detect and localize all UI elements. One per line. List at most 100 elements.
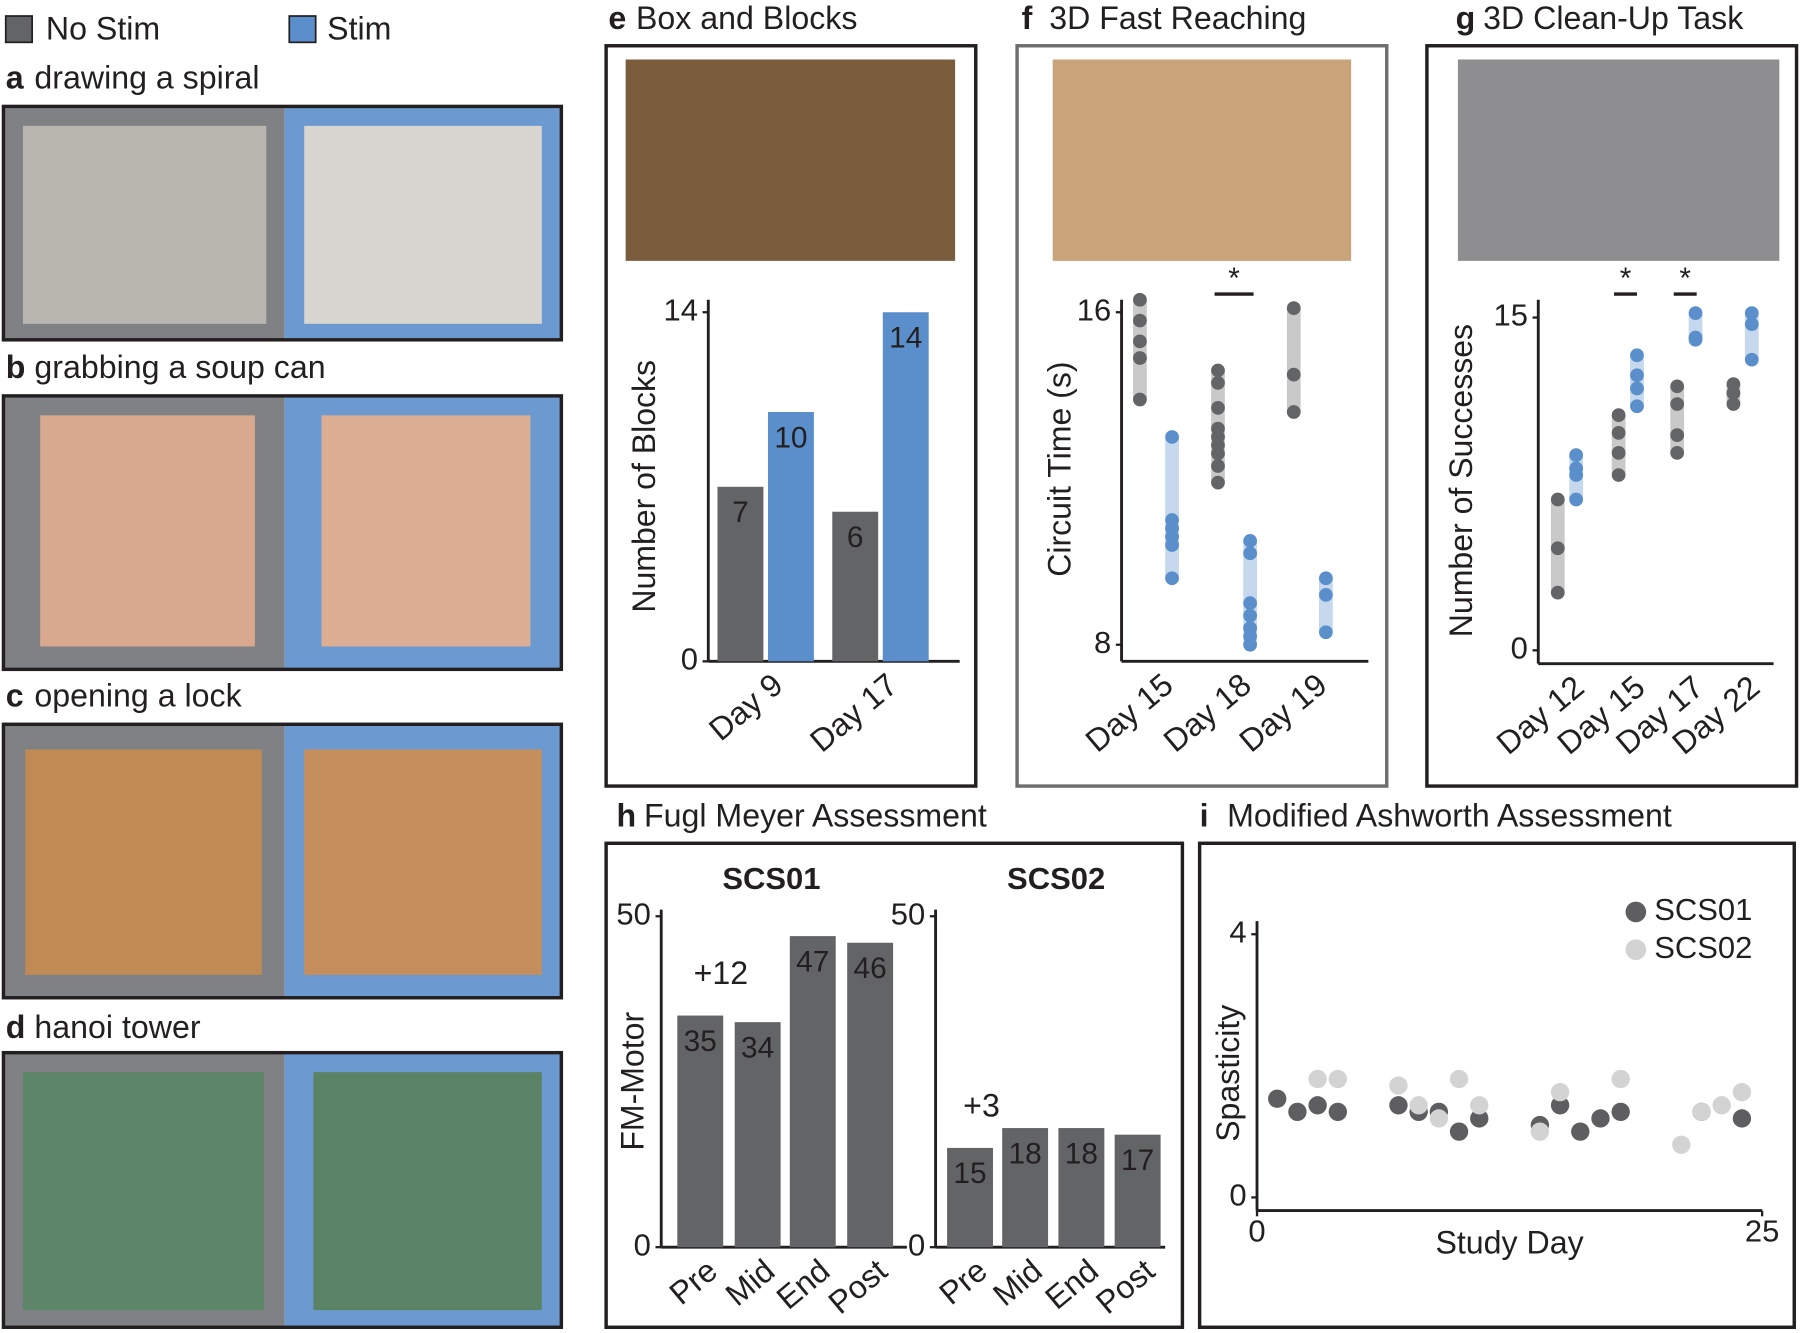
panel-title: drawing a spiral <box>34 60 259 96</box>
bar <box>1058 1128 1105 1248</box>
y-tick-label: 0 <box>681 642 698 677</box>
annotation: * <box>1620 262 1632 295</box>
point <box>1308 1069 1327 1089</box>
point <box>1688 332 1703 347</box>
x-tick-label: 25 <box>1745 1214 1779 1249</box>
legend-marker <box>1625 901 1647 923</box>
point <box>1744 317 1759 332</box>
photo <box>40 415 255 647</box>
x-tick-label: End <box>770 1252 837 1316</box>
point <box>1211 475 1225 490</box>
range-bar <box>1286 308 1301 412</box>
point <box>1732 1109 1752 1128</box>
point <box>1550 1096 1570 1115</box>
legend-label: SCS02 <box>1654 930 1752 965</box>
photo <box>1457 59 1780 261</box>
point <box>1611 408 1626 423</box>
x-tick-label: Pre <box>932 1252 993 1312</box>
panel-frame <box>1 722 564 1000</box>
point <box>1389 1096 1408 1115</box>
point <box>1328 1069 1348 1089</box>
point <box>1211 400 1225 415</box>
point <box>1286 301 1301 315</box>
value-label: 18 <box>1009 1137 1042 1170</box>
x-tick-label: Post <box>1089 1252 1161 1321</box>
x-tick-label: Day 17 <box>803 666 904 759</box>
y-axis-label: Number of Successes <box>1443 324 1479 637</box>
y-tick-label: 50 <box>616 896 650 931</box>
point <box>1449 1069 1469 1089</box>
point <box>1165 538 1179 552</box>
panel-frame <box>604 841 1185 1329</box>
point <box>1211 363 1225 378</box>
x-tick-label: Day 9 <box>702 666 789 747</box>
bar <box>789 936 836 1248</box>
x-axis-label: Study Day <box>1435 1224 1583 1260</box>
x-tick-label: Pre <box>663 1252 724 1312</box>
panel-title: Box and Blocks <box>636 0 857 36</box>
bar <box>882 312 929 662</box>
point <box>1744 306 1759 320</box>
y-axis-label: FM-Motor <box>614 1012 650 1151</box>
panel-title: 3D Clean-Up Task <box>1483 0 1744 36</box>
photo <box>304 125 542 324</box>
point <box>1744 352 1759 367</box>
point <box>1243 608 1258 623</box>
panel-label: c <box>6 677 24 713</box>
point <box>1470 1109 1489 1128</box>
y-axis-label: Number of Blocks <box>626 360 662 613</box>
value-label: 34 <box>741 1032 774 1065</box>
x-tick-label: 0 <box>1248 1214 1265 1249</box>
y-tick-label: 4 <box>1229 914 1246 949</box>
legend-label: No Stim <box>46 10 160 46</box>
point <box>1670 379 1685 394</box>
bar <box>717 486 764 662</box>
panel-label: e <box>608 0 626 36</box>
panel-label: h <box>616 798 636 834</box>
point <box>1550 1082 1570 1102</box>
point <box>1429 1109 1449 1128</box>
point <box>1319 587 1333 602</box>
point <box>1611 1069 1630 1089</box>
panel-frame <box>1425 44 1799 788</box>
bar <box>677 1015 724 1248</box>
point <box>1726 397 1741 411</box>
panel-frame <box>1 394 564 672</box>
y-tick-label: 14 <box>663 292 697 327</box>
point <box>1211 459 1225 473</box>
photo <box>22 125 267 324</box>
subtitle: SCS02 <box>1007 861 1105 896</box>
y-axis-label: Circuit Time (s) <box>1041 361 1077 576</box>
value-label: 18 <box>1065 1137 1098 1170</box>
point <box>1611 426 1626 440</box>
point <box>1243 533 1258 548</box>
point <box>1308 1096 1327 1115</box>
y-tick-label: 15 <box>1493 298 1527 333</box>
legend-marker <box>1625 939 1647 960</box>
photo <box>304 749 542 975</box>
point <box>1630 368 1644 383</box>
value-label: 46 <box>854 952 887 985</box>
point <box>1211 446 1225 461</box>
point <box>1286 405 1301 419</box>
y-tick-label: 50 <box>891 896 925 931</box>
point <box>1569 468 1584 482</box>
point <box>1133 292 1147 307</box>
panel-title: hanoi tower <box>34 1009 200 1045</box>
point <box>1268 1089 1287 1108</box>
legend-swatch <box>4 15 34 44</box>
point <box>1133 313 1147 328</box>
bar <box>847 942 894 1248</box>
x-tick-label: Post <box>821 1252 893 1321</box>
panel-title: Modified Ashworth Assessment <box>1227 798 1672 834</box>
point <box>1550 492 1565 507</box>
point <box>1165 430 1179 444</box>
point <box>1470 1096 1489 1115</box>
annotation: +3 <box>963 1087 1000 1123</box>
panel-label: i <box>1200 798 1209 834</box>
photo <box>22 1072 265 1311</box>
point <box>1550 585 1565 600</box>
point <box>1409 1096 1428 1115</box>
point <box>1133 351 1147 365</box>
panel-frame <box>1 1050 564 1329</box>
